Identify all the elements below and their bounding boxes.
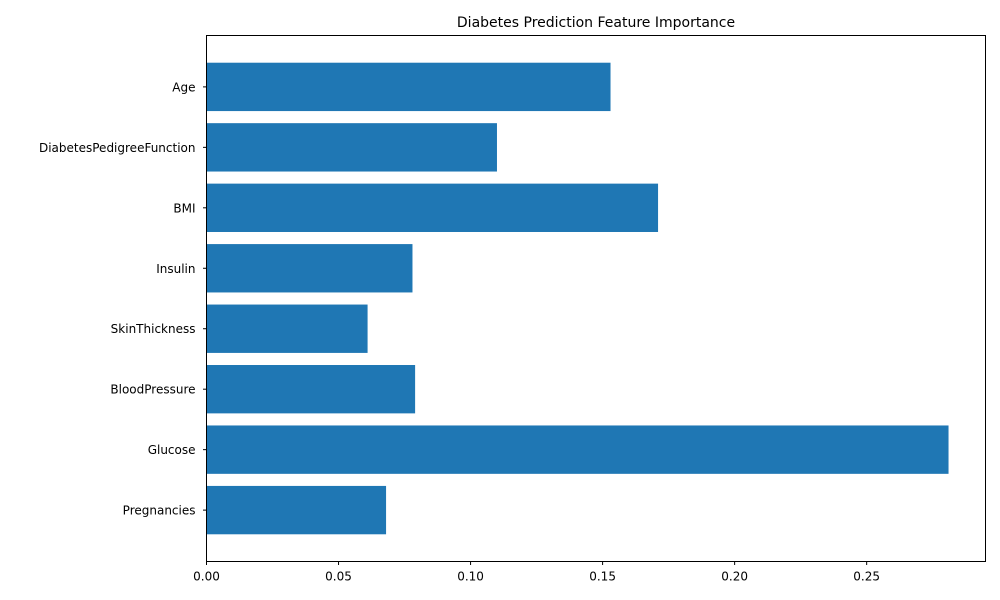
- y-tick-label: BloodPressure: [110, 383, 195, 397]
- y-tick-label: DiabetesPedigreeFunction: [39, 141, 196, 155]
- bar-diabetespedigreefunction: [206, 123, 497, 172]
- y-tick-label: Age: [172, 80, 195, 94]
- x-tick-label: 0.25: [853, 570, 880, 584]
- bar-age: [206, 62, 611, 112]
- bar-insulin: [206, 244, 413, 293]
- y-tick-label: Glucose: [148, 443, 196, 457]
- y-tick-label: SkinThickness: [111, 322, 196, 336]
- x-tick-label: 0.10: [457, 570, 484, 584]
- x-axis: 0.00 0.05 0.10 0.15 0.20 0.25: [193, 561, 880, 584]
- y-tick-label: Pregnancies: [123, 504, 196, 518]
- bar-skinthickness: [206, 304, 368, 353]
- bar-pregnancies: [206, 485, 387, 535]
- bar-bmi: [206, 183, 659, 232]
- chart-title: Diabetes Prediction Feature Importance: [457, 15, 735, 31]
- x-tick-label: 0.05: [325, 570, 352, 584]
- bar-glucose: [206, 425, 949, 474]
- bars-layer: [206, 62, 949, 535]
- plot-frame: [206, 35, 986, 562]
- x-tick-label: 0.20: [721, 570, 748, 584]
- x-tick-label: 0.15: [589, 570, 616, 584]
- y-tick-label: Insulin: [156, 262, 195, 276]
- y-tick-label: BMI: [173, 201, 195, 215]
- y-axis: Pregnancies Glucose BloodPressure SkinThick…: [39, 80, 207, 518]
- bar-bloodpressure: [206, 365, 416, 414]
- x-tick-label: 0.00: [193, 570, 220, 584]
